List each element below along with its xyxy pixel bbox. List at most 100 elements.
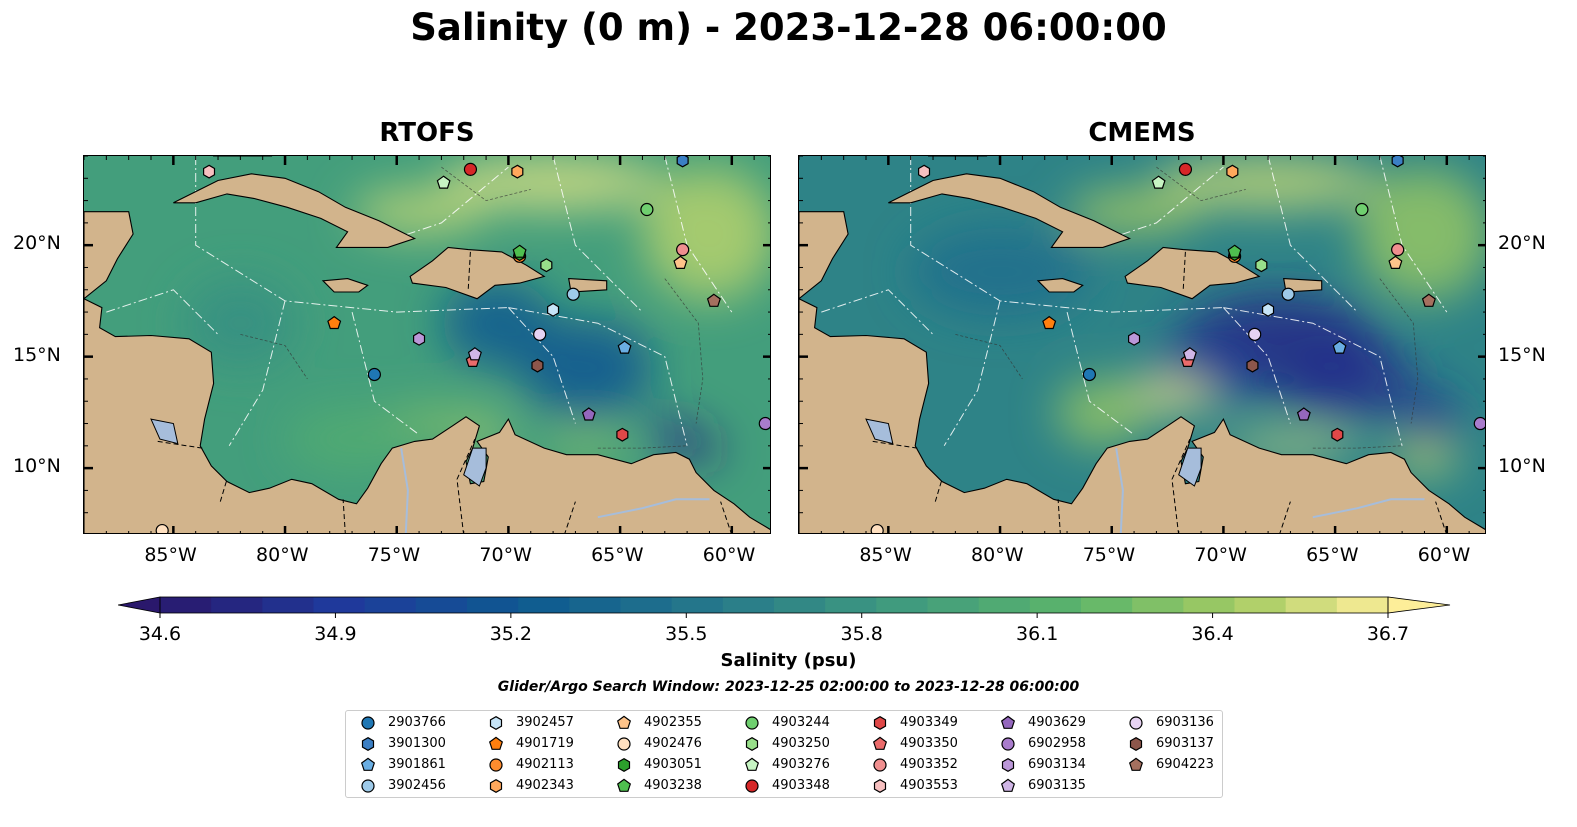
lat-tick-label: 15°N	[1498, 343, 1546, 366]
legend-label: 4902113	[516, 757, 574, 772]
legend-label: 4902343	[516, 778, 574, 793]
lake-maracaibo	[463, 447, 487, 487]
float-marker-4903553	[202, 164, 216, 179]
float-marker-6903137	[1246, 358, 1259, 373]
float-marker-6903137	[531, 358, 544, 373]
float-marker-4902355	[1388, 255, 1403, 270]
land-cuba	[888, 173, 1132, 248]
land-jamaica	[321, 278, 369, 293]
hexagon-marker-icon	[617, 758, 631, 772]
lon-tick-label: 75°W	[367, 544, 421, 566]
float-marker-3901861	[617, 340, 632, 354]
salinity-anomaly	[910, 227, 1090, 317]
country-border	[1171, 438, 1191, 533]
lake-maracaibo	[1178, 447, 1202, 487]
float-marker-6904223	[1421, 293, 1436, 307]
colorbar: 34.6 34.9 35.2 35.5 35.8 36.1 36.4 36.7	[117, 594, 1453, 650]
colorbar-graphic: 34.6 34.9 35.2 35.5 35.8 36.1 36.4 36.7	[117, 596, 1451, 645]
map-panel-cmems	[798, 155, 1486, 534]
hexagon-marker-icon	[1001, 758, 1015, 772]
legend-label: 4903276	[772, 757, 830, 772]
eez-boundary	[1223, 307, 1403, 446]
float-marker-4903352	[1391, 243, 1405, 257]
float-marker-6903135	[467, 347, 482, 361]
pentagon-marker-icon	[1000, 778, 1016, 792]
rivers	[1115, 447, 1425, 533]
colorbar-label: Salinity (psu)	[720, 650, 857, 671]
lon-tick-label: 70°W	[479, 544, 532, 566]
legend-label: 4903629	[1028, 715, 1086, 730]
land-jamaica	[1036, 278, 1084, 293]
float-marker-4903276	[1151, 175, 1166, 189]
salinity-anomaly	[184, 278, 297, 368]
circle-marker-icon	[617, 737, 631, 751]
bathymetry-contour	[1379, 278, 1419, 424]
lake-nicaragua	[150, 418, 179, 445]
salinity-anomaly	[1067, 189, 1202, 235]
float-marker-4903553	[917, 164, 931, 179]
land-puerto-rico	[568, 278, 608, 293]
legend-label: 6904223	[1156, 757, 1214, 772]
float-marker-4903349	[1331, 427, 1344, 442]
bathymetry-contour	[1156, 166, 1246, 202]
salinity-anomaly	[1279, 338, 1414, 420]
float-marker-3902456	[566, 287, 580, 301]
legend-label: 4901719	[516, 736, 574, 751]
legend-label: 4903553	[900, 778, 958, 793]
country-borders	[157, 251, 732, 533]
colorbar-segment	[518, 597, 570, 613]
land-cuba	[173, 173, 417, 248]
salinity-anomaly	[541, 434, 632, 457]
country-border	[1435, 501, 1447, 533]
float-marker-4903250	[1255, 258, 1268, 273]
legend-label: 4903051	[644, 757, 702, 772]
river	[400, 447, 409, 533]
float-marker-6903134	[1128, 331, 1141, 346]
map-panel-rtofs	[83, 155, 771, 534]
colorbar-outline	[159, 596, 1389, 614]
country-border	[564, 501, 576, 533]
float-marker-4903250	[540, 258, 553, 273]
hexagon-marker-icon	[745, 737, 759, 751]
colorbar-extend-low	[117, 596, 161, 614]
circle-marker-icon	[361, 779, 375, 793]
colorbar-segment	[978, 597, 1031, 613]
legend-label: 4903348	[772, 778, 830, 793]
float-marker-3902456	[1281, 287, 1295, 301]
float-legend: 2903766 3901300 3901861 3902456 3902457 49017…	[345, 710, 1223, 798]
legend-label: 3902456	[388, 778, 446, 793]
colorbar-segment	[722, 597, 775, 613]
colorbar-segment	[825, 597, 877, 613]
circle-marker-icon	[873, 758, 887, 772]
float-marker-4902343	[511, 164, 524, 179]
hexagon-marker-icon	[873, 716, 887, 730]
colorbar-segment	[262, 597, 315, 613]
hexagon-marker-icon	[1129, 737, 1143, 751]
lon-tick-label: 85°W	[859, 544, 912, 566]
colorbar-tick-label: 34.6	[139, 623, 181, 645]
colorbar-segment	[467, 597, 519, 613]
map-svg-rtofs	[84, 156, 770, 533]
salinity-anomaly	[519, 318, 654, 417]
legend-label: 4903244	[772, 715, 830, 730]
eez-boundary	[1267, 156, 1358, 313]
salinity-anomaly	[642, 167, 770, 301]
bathymetry-contours	[955, 166, 1419, 449]
float-marker-4901719	[1042, 315, 1057, 330]
legend-label: 6903134	[1028, 757, 1086, 772]
frame-ticks	[84, 156, 770, 533]
colorbar-tick-label: 36.4	[1191, 623, 1233, 645]
hexagon-marker-icon	[873, 779, 887, 793]
circle-marker-icon	[1129, 716, 1143, 730]
float-marker-6903134	[413, 331, 426, 346]
land-hispaniola	[409, 246, 546, 300]
float-marker-2903766	[367, 367, 381, 382]
land-puerto-rico	[1283, 278, 1323, 293]
panel-title-cmems: CMEMS	[1088, 118, 1196, 148]
colorbar-segment	[1029, 597, 1082, 613]
lon-tick-label: 65°W	[591, 544, 644, 566]
colorbar-segment	[927, 597, 980, 613]
circle-marker-icon	[361, 716, 375, 730]
legend-label: 6903135	[1028, 778, 1086, 793]
circle-marker-icon	[489, 758, 503, 772]
